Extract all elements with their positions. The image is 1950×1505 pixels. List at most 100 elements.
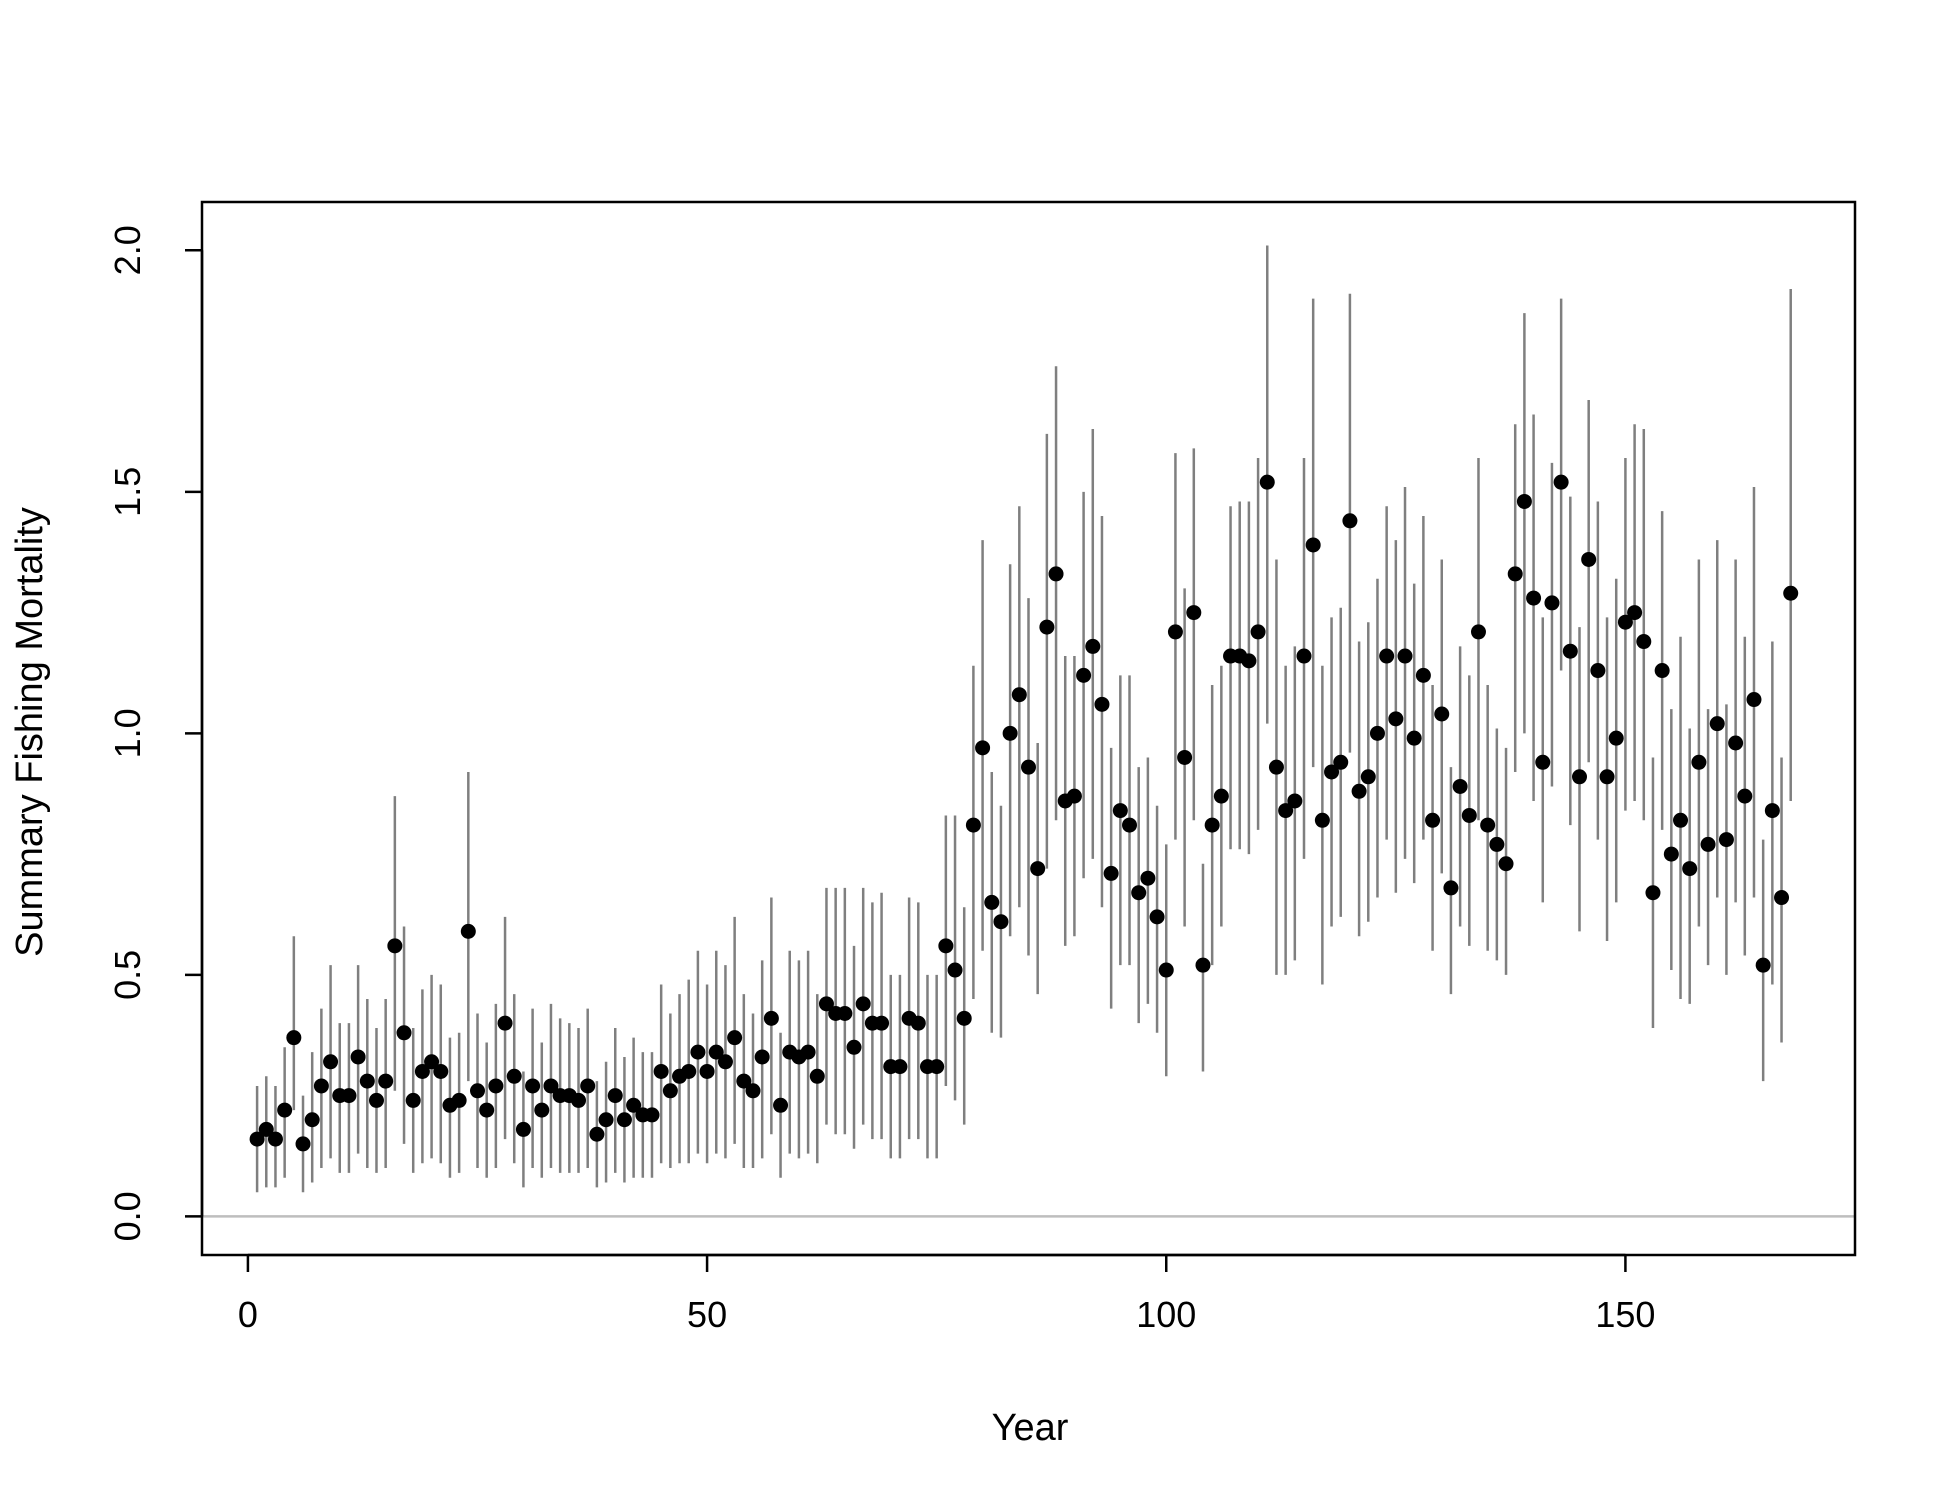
data-point [414,1063,430,1079]
data-point [1296,648,1312,664]
data-point [1461,807,1477,823]
data-point [341,1088,357,1104]
data-point [1149,909,1165,925]
data-point [1406,730,1422,746]
data-point [1470,624,1486,640]
data-point [800,1044,816,1060]
data-point [1544,595,1560,611]
data-point [1599,769,1615,785]
data-point [1122,817,1138,833]
data-point [1654,663,1670,679]
data-point [1562,643,1578,659]
data-point [965,817,981,833]
x-axis: 0 50 100 150 [238,1253,1655,1335]
data-point [1177,749,1193,765]
data-point [1369,725,1385,741]
point-layer [249,474,1799,1152]
data-point [1673,812,1689,828]
data-point [451,1092,467,1108]
data-point [1324,764,1340,780]
data-point [497,1015,513,1031]
data-point [525,1078,541,1094]
data-point [424,1054,440,1070]
data-point [1452,778,1468,794]
data-point [984,894,1000,910]
data-point [1590,663,1606,679]
data-point [1204,817,1220,833]
data-point [258,1121,274,1137]
data-point [1167,624,1183,640]
data-point [1516,493,1532,509]
data-point [1617,614,1633,630]
x-tick-label: 100 [1136,1294,1196,1335]
y-axis: 0.0 0.5 1.0 1.5 2.0 [107,225,204,1241]
data-point [1581,551,1597,567]
x-axis-label: Year [992,1407,1069,1449]
data-point [1002,725,1018,741]
data-point [653,1063,669,1079]
data-point [662,1083,678,1099]
data-point [1645,885,1661,901]
data-point [1480,817,1496,833]
data-point [1186,605,1202,621]
data-point [846,1039,862,1055]
data-point [323,1054,339,1070]
data-point [929,1059,945,1075]
data-point [1718,832,1734,848]
data-point [470,1083,485,1099]
data-point [1305,537,1321,553]
data-point [378,1073,394,1089]
data-point [1572,769,1587,785]
data-point [1553,474,1569,490]
data-point [580,1078,596,1094]
data-point [1535,754,1551,770]
data-point [433,1063,449,1079]
data-point [1076,667,1092,683]
x-tick-label: 150 [1595,1294,1655,1335]
data-point [1755,957,1771,973]
data-point [1774,890,1790,906]
data-point [1526,590,1542,606]
data-point [1397,648,1413,664]
data-point [1388,711,1404,727]
data-point [350,1049,366,1065]
data-point [947,962,963,978]
data-point [1094,696,1110,712]
data-point [1700,836,1716,852]
x-tick-label: 50 [687,1294,727,1335]
data-point [1085,638,1101,654]
data-point [1443,880,1459,896]
y-axis-label: Summary Fishing Mortality [9,507,51,957]
data-point [690,1044,706,1060]
data-point [1425,812,1441,828]
data-point [1259,474,1275,490]
data-point [1709,716,1725,732]
data-point [359,1073,375,1089]
data-point [736,1073,752,1089]
data-point [727,1030,743,1046]
data-point [1764,803,1780,819]
data-point [616,1112,632,1128]
data-point [809,1068,825,1084]
data-point [1333,754,1349,770]
data-point [1728,735,1744,751]
data-point [1287,793,1303,809]
data-point [1250,624,1266,640]
data-point [874,1015,890,1031]
data-point [1131,885,1147,901]
data-point [956,1010,972,1026]
data-point [1360,769,1376,785]
data-point [1627,605,1643,621]
data-point [892,1059,908,1075]
data-point [460,923,476,939]
data-point [405,1092,421,1108]
data-point [1636,634,1652,650]
data-point [396,1025,412,1041]
data-point [763,1010,779,1026]
data-point [626,1097,642,1113]
data-point [910,1015,926,1031]
data-point [1021,759,1036,775]
x-tick-label: 0 [238,1294,258,1335]
data-point [1213,788,1229,804]
data-point [1415,667,1431,683]
